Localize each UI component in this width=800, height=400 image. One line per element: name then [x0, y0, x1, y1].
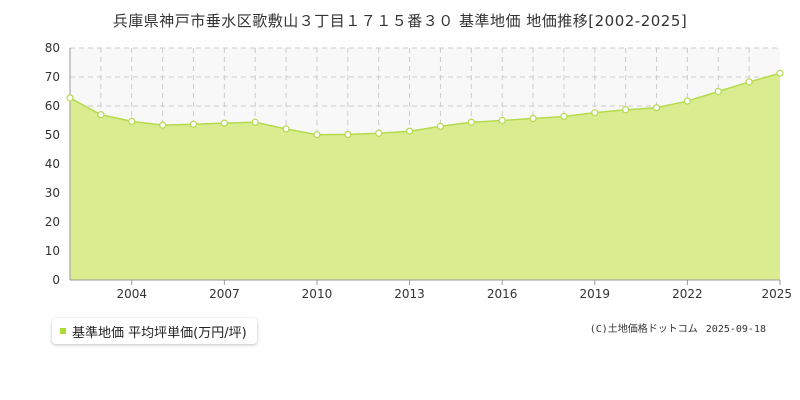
chart-title: 兵庫県神戸市垂水区歌敷山３丁目１７１５番３０ 基準地価 地価推移[2002-20… [112, 12, 688, 30]
data-point [313, 131, 321, 139]
x-tick-label: 2016 [487, 287, 518, 301]
data-point [159, 121, 167, 129]
data-point [189, 120, 198, 128]
data-point [282, 125, 290, 133]
tick-labels: 0 10 20 30 40 50 60 70 80 2004 2007 2010 2013 2016 201… [45, 41, 792, 301]
y-tick-label: 60 [45, 99, 60, 113]
x-tick-label: 2013 [394, 287, 425, 301]
credit: (C)土地価格ドットコム 2025-09-18 [590, 320, 766, 335]
data-point [344, 130, 352, 139]
data-point [560, 112, 568, 121]
series-line [69, 72, 781, 136]
series-area [69, 72, 781, 280]
y-tick-label: 70 [45, 70, 60, 84]
data-point [66, 94, 74, 102]
y-tick-label: 30 [45, 186, 60, 200]
data-point [745, 78, 753, 86]
data-point [776, 69, 784, 77]
y-tick-label: 10 [45, 244, 60, 258]
x-tick-label: 2019 [580, 287, 611, 301]
y-tick-label: 80 [45, 41, 60, 55]
y-tick-label: 40 [45, 157, 60, 171]
x-tick-label: 2022 [672, 287, 703, 301]
x-tick-label: 2025 [761, 287, 792, 301]
legend[interactable]: 基準地価 平均坪単価(万円/坪) [52, 318, 257, 344]
y-tick-label: 50 [45, 128, 60, 142]
data-point [251, 118, 259, 126]
data-point [97, 111, 105, 119]
data-point [683, 97, 691, 105]
data-point [714, 87, 722, 96]
x-tick-label: 2004 [116, 287, 147, 301]
data-point [591, 109, 599, 117]
legend-label: 基準地価 平均坪単価(万円/坪) [72, 325, 247, 341]
data-point [652, 104, 661, 112]
data-point [622, 106, 630, 114]
y-tick-label: 20 [45, 215, 60, 229]
y-tick-label: 0 [52, 273, 60, 287]
x-tick-label: 2010 [302, 287, 333, 301]
data-point [220, 119, 228, 127]
data-point [405, 127, 414, 135]
credit-date: 2025-09-18 [705, 324, 766, 335]
data-point [375, 129, 383, 137]
series-markers [66, 69, 784, 139]
area-fill [70, 73, 780, 280]
data-point [467, 118, 475, 126]
data-point [498, 116, 506, 125]
x-tick-label: 2007 [209, 287, 240, 301]
data-point [128, 117, 136, 125]
axes [69, 48, 780, 281]
data-point [529, 114, 537, 123]
data-point [436, 122, 445, 130]
credit-source: (C)土地価格ドットコム [589, 324, 698, 335]
legend-swatch [60, 328, 66, 334]
